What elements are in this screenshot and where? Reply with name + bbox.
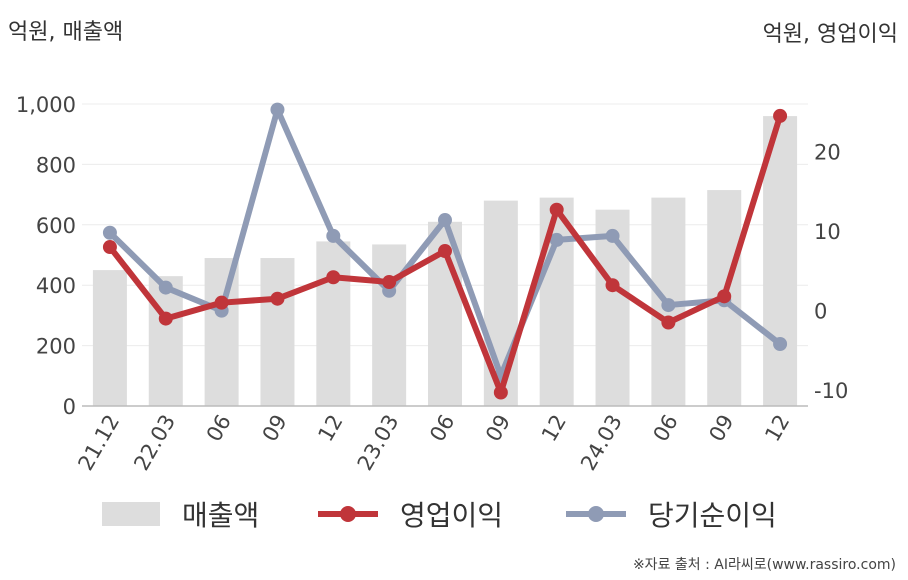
x-tick-label: 09	[704, 411, 738, 446]
x-tick-label: 12	[537, 411, 571, 446]
right-tick-label: 10	[814, 220, 841, 244]
legend-swatch-operating-profit	[318, 502, 378, 526]
legend-label-sales: 매출액	[182, 499, 260, 532]
operating-profit-point	[549, 202, 564, 217]
sales-bar	[763, 116, 798, 406]
net-income-point	[438, 213, 452, 228]
x-axis-ticks: 21.12 22.03 06 09 12 23.03 06 09 12 24.03 06 09 12	[73, 411, 794, 475]
left-axis-unit: 억원, 매출액	[8, 20, 124, 45]
net-income-point	[270, 102, 285, 117]
legend-item-operating-profit: 영업이익	[318, 492, 503, 536]
net-income-point	[605, 228, 620, 243]
operating-profit-point	[773, 108, 788, 123]
sales-bar	[372, 244, 407, 406]
x-tick-label: 06	[425, 411, 459, 446]
right-tick-label: -10	[814, 379, 848, 403]
operating-profit-point	[605, 278, 620, 293]
operating-profit-point	[270, 291, 285, 306]
left-tick-label: 200	[36, 335, 76, 359]
operating-profit-point	[382, 275, 397, 290]
operating-profit-point	[661, 315, 676, 330]
legend: 매출액 영업이익 당기순이익	[0, 492, 908, 536]
x-tick-label: 21.12	[73, 411, 124, 475]
sales-bar	[148, 276, 183, 406]
left-tick-label: 400	[36, 274, 76, 298]
operating-profit-point	[717, 289, 732, 304]
sales-bars	[92, 116, 798, 406]
x-tick-label: 06	[649, 411, 683, 446]
sales-bar	[539, 197, 574, 406]
net-income-point	[158, 280, 173, 295]
sales-bar	[204, 258, 239, 406]
operating-profit-point	[158, 311, 173, 326]
net-income-point	[326, 228, 341, 243]
right-axis-unit: 억원, 영업이익	[762, 22, 898, 47]
sales-bar	[260, 258, 295, 406]
x-tick-label: 22.03	[129, 411, 180, 475]
legend-label-net-income: 당기순이익	[648, 499, 777, 532]
x-tick-label: 09	[481, 411, 515, 446]
left-tick-label: 600	[36, 214, 76, 238]
net-income-point	[661, 298, 676, 313]
legend-item-sales: 매출액	[102, 492, 259, 536]
operating-profit-point	[438, 244, 452, 259]
right-tick-label: 0	[814, 300, 827, 324]
legend-item-net-income: 당기순이익	[566, 492, 777, 536]
left-tick-label: 1,000	[16, 93, 76, 117]
left-tick-label: 800	[36, 153, 76, 177]
operating-profit-point	[326, 270, 341, 285]
legend-label-operating-profit: 영업이익	[400, 499, 504, 532]
right-tick-label: 20	[814, 141, 841, 165]
net-income-point	[102, 225, 117, 240]
x-tick-label: 12	[313, 411, 347, 446]
net-income-point	[773, 337, 788, 352]
left-axis-ticks: 0 200 400 600 800 1,000	[16, 93, 76, 419]
combo-chart: 0 200 400 600 800 1,000 -10 0 10 20 21.12 22.03 06…	[16, 93, 848, 475]
legend-swatch-sales	[102, 502, 160, 526]
line-series	[102, 102, 788, 400]
x-tick-label: 09	[258, 411, 292, 446]
operating-profit-point	[102, 240, 117, 255]
net-income-point	[549, 232, 564, 247]
operating-profit-point	[493, 385, 508, 400]
right-axis-ticks: -10 0 10 20	[814, 141, 848, 403]
legend-swatch-net-income	[566, 502, 626, 526]
x-tick-label: 23.03	[353, 411, 404, 475]
sales-bar	[316, 241, 351, 406]
left-tick-label: 0	[63, 395, 76, 419]
operating-profit-point	[214, 295, 229, 310]
source-note: ※자료 출처 : AI라씨로(www.rassiro.com)	[632, 557, 896, 573]
x-tick-label: 12	[760, 411, 794, 446]
x-tick-label: 06	[202, 411, 236, 446]
x-tick-label: 24.03	[576, 411, 627, 475]
sales-bar	[92, 270, 127, 406]
